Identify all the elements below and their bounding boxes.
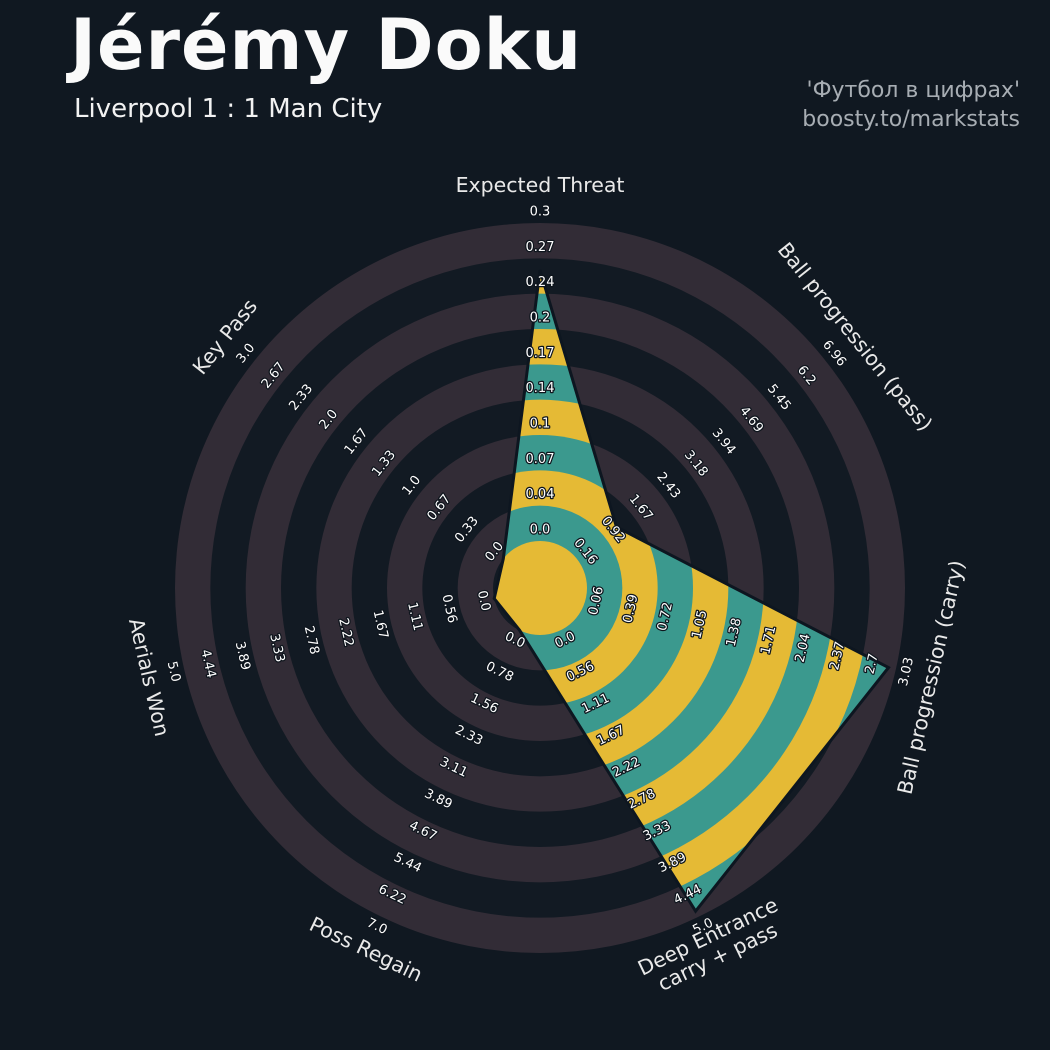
svg-text:7.0: 7.0 (364, 916, 389, 938)
svg-text:0.04: 0.04 (526, 487, 555, 502)
svg-text:0.1: 0.1 (530, 417, 551, 432)
svg-text:0.0: 0.0 (530, 523, 551, 538)
credit-line-1: 'Футбол в цифрах' (806, 78, 1020, 103)
svg-text:0.0: 0.0 (474, 589, 493, 613)
match-subtitle: Liverpool 1 : 1 Man City (74, 94, 383, 124)
svg-text:5.0: 5.0 (164, 660, 183, 684)
credit-block: 'Футбол в цифрах' boosty.to/markstats (802, 76, 1020, 134)
svg-text:0.3: 0.3 (530, 205, 551, 220)
svg-text:Expected Threat: Expected Threat (456, 173, 625, 197)
page-title: Jérémy Doku (70, 4, 583, 86)
svg-text:0.27: 0.27 (526, 240, 555, 255)
svg-text:0.24: 0.24 (526, 275, 555, 290)
svg-text:Aerials Won: Aerials Won (124, 616, 174, 739)
svg-text:0.14: 0.14 (526, 381, 555, 396)
svg-text:0.17: 0.17 (526, 346, 555, 361)
svg-text:1.38: 1.38 (724, 617, 745, 649)
svg-text:0.2: 0.2 (530, 311, 551, 326)
svg-text:2.7: 2.7 (862, 652, 881, 676)
svg-text:3.03: 3.03 (896, 656, 917, 688)
svg-text:0.07: 0.07 (526, 452, 555, 467)
credit-line-2: boosty.to/markstats (802, 107, 1020, 133)
